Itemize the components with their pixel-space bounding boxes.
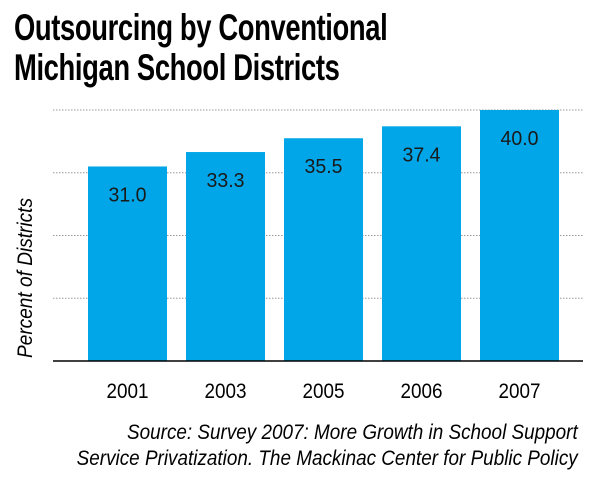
x-tick-label-2006: 2006 — [401, 380, 443, 403]
chart-title-line-2: Michigan School Districts — [14, 47, 340, 88]
bars — [88, 110, 559, 361]
source-line-2: Service Privatization. The Mackinac Cent… — [76, 447, 578, 470]
x-tick-labels: 2001 2003 2005 2006 2007 — [107, 380, 541, 403]
bar-2007 — [480, 110, 559, 361]
bar-2006 — [382, 126, 461, 361]
y-axis-label: Percent of Districts — [14, 198, 37, 358]
value-label-2003: 33.3 — [207, 170, 245, 192]
value-labels: 31.0 33.3 35.5 37.4 40.0 — [109, 128, 539, 206]
value-label-2001: 31.0 — [109, 184, 147, 206]
x-tick-label-2007: 2007 — [499, 380, 541, 403]
value-label-2007: 40.0 — [501, 128, 539, 150]
bar-2005 — [284, 138, 363, 361]
x-tick-label-2005: 2005 — [303, 380, 345, 403]
source-note: Source: Survey 2007: More Growth in Scho… — [77, 420, 578, 472]
chart-title: Outsourcing by Conventional Michigan Sch… — [14, 7, 388, 88]
bar-2001 — [88, 166, 167, 361]
value-label-2005: 35.5 — [305, 156, 343, 178]
x-tick-label-2001: 2001 — [107, 380, 149, 403]
x-tick-label-2003: 2003 — [205, 380, 247, 403]
bar-2003 — [186, 152, 265, 361]
value-label-2006: 37.4 — [403, 144, 441, 166]
chart-title-line-1: Outsourcing by Conventional — [14, 7, 388, 48]
source-line-1: Source: Survey 2007: More Growth in Scho… — [127, 421, 578, 444]
